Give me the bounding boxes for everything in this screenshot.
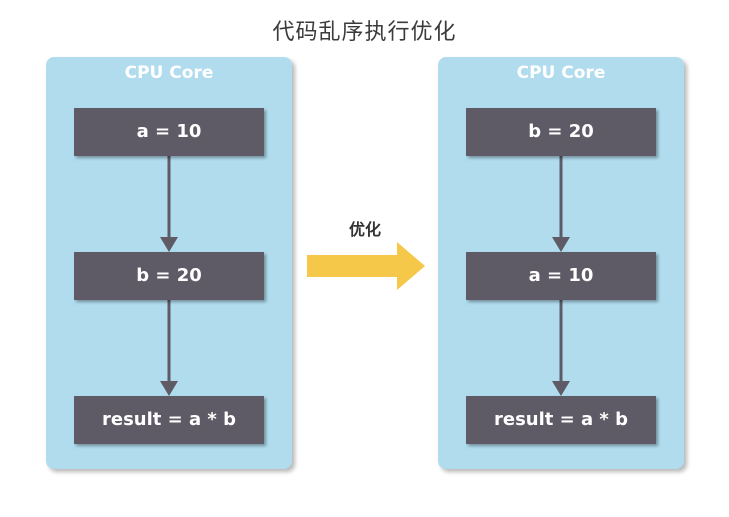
diagram-title: 代码乱序执行优化 [272,20,457,45]
connector-arrowhead-2 [552,381,570,396]
step-box: a = 10 [74,108,264,156]
step-box: a = 10 [466,252,656,300]
optimize-label: 优化 [348,220,381,239]
cpu-core-label: CPU Core [516,63,606,83]
connector-arrowhead-2 [160,381,178,396]
step-box: result = a * b [74,396,264,444]
step-box: result = a * b [466,396,656,444]
step-box: b = 20 [74,252,264,300]
optimize-arrow-icon [307,242,425,290]
connector-arrowhead-1 [552,237,570,252]
cpu-core-label: CPU Core [124,63,214,83]
cpu-core-after: CPU Core b = 20 a = 10 result = a * b [438,57,684,469]
step-box: b = 20 [466,108,656,156]
cpu-core-before: CPU Core a = 10 b = 20 result = a * b [46,57,292,469]
connector-arrowhead-1 [160,237,178,252]
